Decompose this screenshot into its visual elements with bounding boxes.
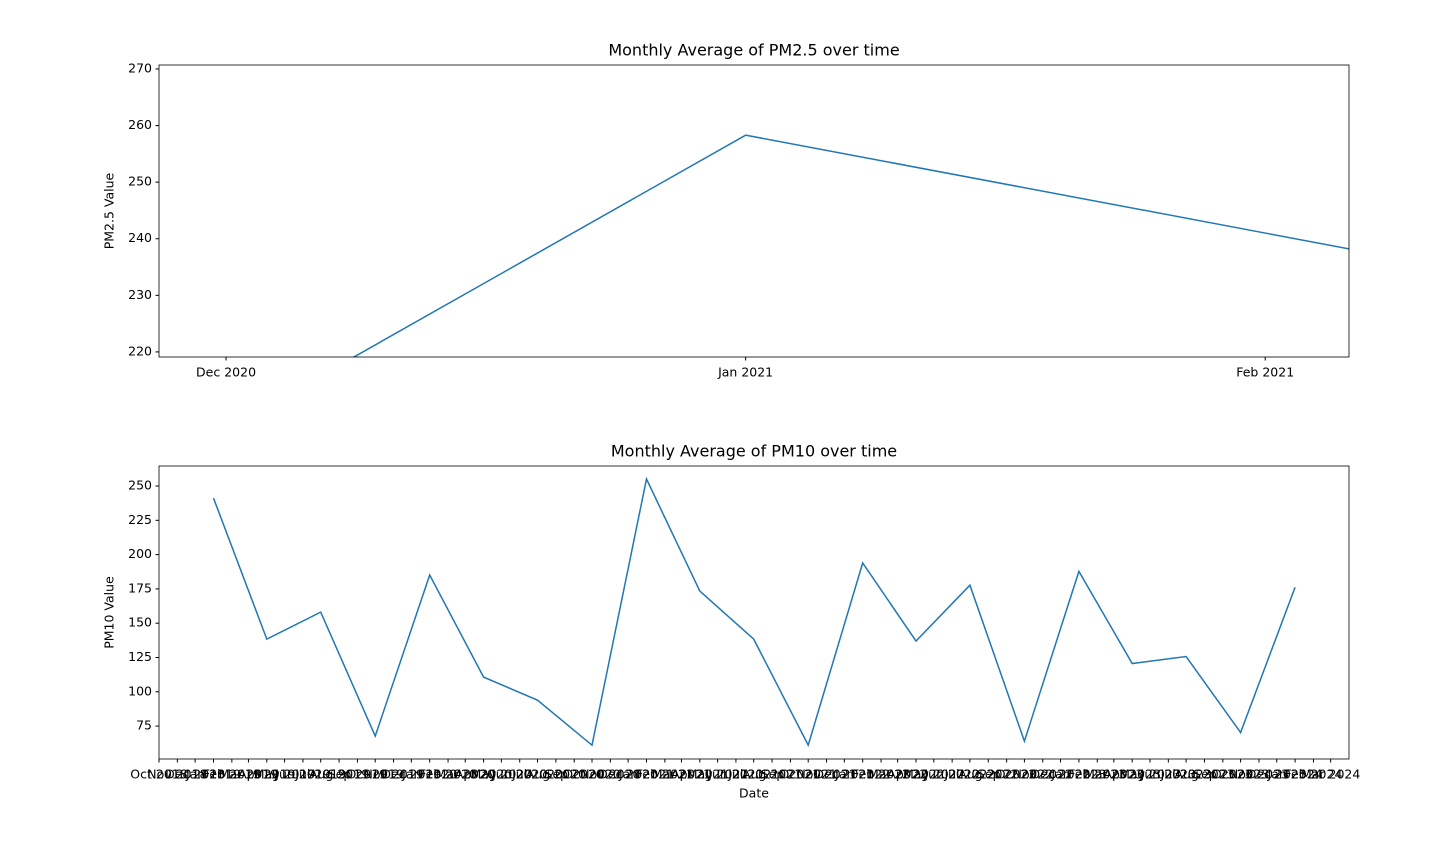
x-tick-label: Jan 2019 (185, 767, 241, 782)
x-tick-label: Feb 2024 (1284, 767, 1342, 782)
x-tick-label: Aug 2021 (742, 767, 802, 782)
x-tick-label: Sep 2023 (1193, 767, 1252, 782)
x-tick-label: Feb 2023 (1068, 767, 1126, 782)
x-tick-label: Mar 2023 (1084, 767, 1143, 782)
x-tick-label: Jun 2021 (707, 767, 763, 782)
x-tick-label: May 2022 (903, 767, 965, 782)
x-tick-label: Jul 2023 (1160, 767, 1212, 782)
y-tick-label: 175 (128, 580, 152, 595)
x-tick-label: Feb 2022 (852, 767, 910, 782)
x-tick-label: Oct 2023 (1212, 767, 1269, 782)
x-tick-label: Feb 2021 (636, 767, 694, 782)
x-tick-label: Jul 2022 (943, 767, 995, 782)
x-tick-label: Nov 2022 (1013, 767, 1073, 782)
x-tick-label: Dec 2020 (196, 365, 256, 380)
x-tick-label: May 2023 (1119, 767, 1181, 782)
x-tick-label: Aug 2019 (309, 767, 369, 782)
x-tick-label: Jul 2020 (511, 767, 563, 782)
x-tick-label: Jan 2023 (1050, 767, 1106, 782)
x-tick-label: Sep 2020 (545, 767, 604, 782)
x-tick-label: Aug 2023 (1174, 767, 1234, 782)
x-tick-label: Oct 2018 (130, 767, 187, 782)
x-tick-label: May 2021 (687, 767, 749, 782)
y-tick-label: 100 (128, 683, 152, 698)
x-tick-label: Jun 2020 (491, 767, 547, 782)
data-line (352, 134, 1349, 357)
x-tick-label: Jun 2023 (1140, 767, 1196, 782)
y-tick-label: 250 (128, 174, 152, 189)
x-axis-label: Date (739, 786, 769, 801)
x-tick-label: Mar 2019 (219, 767, 278, 782)
x-tick-label: Jan 2020 (401, 767, 457, 782)
x-tick-label: Apr 2019 (238, 767, 295, 782)
y-tick-label: 225 (128, 512, 152, 527)
x-tick-label: Jul 2021 (727, 767, 779, 782)
x-tick-label: Nov 2020 (580, 767, 640, 782)
plot-area (352, 134, 1349, 357)
x-tick-label: Mar 2024 (1301, 767, 1360, 782)
x-tick-label: Apr 2020 (455, 767, 512, 782)
x-tick-label: Dec 2023 (1247, 767, 1307, 782)
x-tick-label: Mar 2021 (652, 767, 711, 782)
x-tick-label: Sep 2022 (977, 767, 1036, 782)
x-tick-label: Aug 2022 (958, 767, 1018, 782)
x-tick-label: Jan 2022 (834, 767, 890, 782)
chart-title: Monthly Average of PM2.5 over time (608, 41, 899, 60)
x-tick-label: Jun 2019 (274, 767, 330, 782)
y-tick-label: 75 (136, 718, 152, 733)
data-line (212, 476, 1296, 748)
x-tick-label: Dec 2020 (598, 767, 658, 782)
x-tick-label: Mar 2020 (436, 767, 495, 782)
x-tick-label: May 2020 (471, 767, 533, 782)
x-tick-label: Feb 2021 (1236, 365, 1294, 380)
x-tick-label: Apr 2022 (887, 767, 944, 782)
y-tick-label: 260 (128, 117, 152, 132)
y-tick-label: 240 (128, 230, 152, 245)
x-tick-label: Feb 2019 (203, 767, 261, 782)
x-tick-label: Nov 2021 (796, 767, 856, 782)
x-tick-label: Nov 2018 (147, 767, 207, 782)
x-tick-label: Dec 2021 (814, 767, 874, 782)
y-tick-label: 270 (128, 60, 152, 75)
x-tick-label: Dec 2022 (1031, 767, 1091, 782)
x-tick-label: Sep 2021 (761, 767, 820, 782)
x-tick-label: Oct 2019 (346, 767, 403, 782)
plot-area (212, 476, 1296, 748)
x-tick-label: Apr 2023 (1103, 767, 1160, 782)
x-tick-label: Sep 2019 (328, 767, 387, 782)
x-tick-label: Aug 2020 (526, 767, 586, 782)
x-tick-label: Feb 2020 (419, 767, 477, 782)
x-tick-label: Oct 2021 (779, 767, 836, 782)
axes-frame (158, 64, 1350, 358)
x-tick-label: Mar 2022 (868, 767, 927, 782)
x-tick-label: Apr 2021 (671, 767, 728, 782)
x-tick-label: Jan 2021 (717, 365, 773, 380)
chart-title: Monthly Average of PM10 over time (611, 442, 897, 461)
x-tick-label: May 2019 (254, 767, 316, 782)
y-tick-label: 150 (128, 615, 152, 630)
y-tick-label: 250 (128, 478, 152, 493)
x-tick-label: Dec 2019 (381, 767, 441, 782)
x-tick-label: Jun 2022 (923, 767, 979, 782)
y-axis-label: PM10 Value (102, 576, 117, 649)
y-tick-label: 230 (128, 287, 152, 302)
x-tick-label: Oct 2022 (996, 767, 1053, 782)
y-axis-label: PM2.5 Value (102, 172, 117, 249)
axes-frame (158, 465, 1350, 760)
x-tick-label: Nov 2023 (1229, 767, 1289, 782)
x-tick-label: Oct 2020 (563, 767, 620, 782)
x-tick-label: Nov 2019 (363, 767, 423, 782)
x-tick-label: Dec 2018 (165, 767, 225, 782)
y-tick-label: 220 (128, 343, 152, 358)
x-tick-label: Jan 2024 (1267, 767, 1323, 782)
x-tick-label: Jul 2019 (294, 767, 346, 782)
x-tick-label: Jan 2021 (618, 767, 674, 782)
y-tick-label: 200 (128, 546, 152, 561)
y-tick-label: 125 (128, 649, 152, 664)
